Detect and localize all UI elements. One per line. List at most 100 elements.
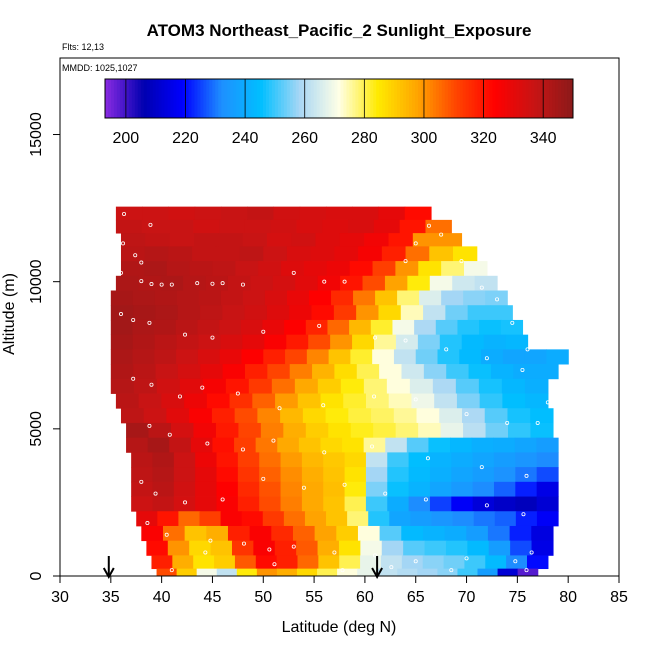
colorbar-segment bbox=[489, 79, 494, 118]
heatmap-cell bbox=[120, 261, 145, 277]
heatmap-cell bbox=[356, 305, 380, 321]
heatmap-cell bbox=[120, 408, 145, 424]
colorbar-segment bbox=[152, 79, 157, 118]
heatmap-cell bbox=[423, 364, 447, 380]
heatmap-cell bbox=[322, 219, 349, 234]
x-tick-label: 45 bbox=[204, 589, 222, 606]
data-point bbox=[148, 222, 153, 227]
y-axis-label: Altitude (m) bbox=[1, 273, 18, 355]
colorbar-segment bbox=[301, 79, 306, 118]
heatmap-cell bbox=[283, 511, 306, 527]
colorbar-segment bbox=[131, 79, 136, 118]
heatmap-cell bbox=[483, 334, 507, 350]
heatmap-cell bbox=[461, 408, 486, 424]
data-point bbox=[267, 547, 272, 552]
heatmap-cell bbox=[395, 261, 419, 277]
colorbar-segment bbox=[420, 79, 425, 118]
heatmap-cell bbox=[515, 511, 538, 527]
colorbar-segment bbox=[349, 79, 353, 118]
colorbar-segment bbox=[561, 79, 565, 118]
heatmap-cell bbox=[215, 422, 239, 439]
colorbar-segment bbox=[453, 79, 458, 118]
heatmap-cell bbox=[173, 481, 196, 497]
heatmap-cell bbox=[234, 437, 257, 453]
colorbar-segment bbox=[438, 79, 443, 118]
heatmap-cell bbox=[323, 467, 346, 483]
heatmap-cell bbox=[190, 437, 214, 453]
heatmap-cell bbox=[259, 452, 282, 468]
heatmap-cell bbox=[297, 393, 322, 409]
colorbar-segment bbox=[459, 79, 464, 118]
data-point bbox=[169, 282, 174, 287]
flights-note: Flts: 12,13 bbox=[62, 42, 104, 52]
y-tick-label: 15000 bbox=[28, 112, 45, 157]
colorbar-tick-label: 220 bbox=[172, 130, 199, 147]
heatmap-cell bbox=[338, 540, 361, 556]
heatmap-cell bbox=[152, 452, 175, 468]
heatmap-cell bbox=[488, 540, 511, 556]
heatmap-cell bbox=[333, 305, 357, 321]
heatmap-cell bbox=[365, 452, 388, 468]
data-point bbox=[370, 444, 375, 449]
heatmap-cell bbox=[464, 261, 488, 277]
colorbar-segment bbox=[224, 79, 228, 118]
heatmap-cell bbox=[197, 349, 221, 365]
colorbar-segment bbox=[406, 79, 410, 118]
data-point bbox=[545, 400, 550, 405]
chart-title: ATOM3 Northeast_Pacific_2 Sunlight_Expos… bbox=[147, 21, 532, 40]
colorbar-segment bbox=[376, 79, 380, 118]
heatmap-cell bbox=[418, 261, 442, 277]
colorbar-segment bbox=[218, 79, 222, 118]
heatmap-cell bbox=[280, 496, 303, 512]
heatmap-cell bbox=[133, 378, 158, 394]
heatmap-cell bbox=[219, 219, 246, 234]
heatmap-cell bbox=[326, 261, 351, 277]
colorbar-segment bbox=[251, 79, 255, 118]
heatmap-cell bbox=[253, 540, 276, 556]
heatmap-cell bbox=[378, 206, 406, 221]
heatmap-cell bbox=[422, 555, 445, 570]
colorbar-segment bbox=[346, 79, 350, 118]
heatmap-cell bbox=[467, 540, 490, 556]
heatmap-cell bbox=[210, 540, 233, 556]
heatmap-cell bbox=[339, 233, 365, 247]
heatmap-cell bbox=[145, 233, 171, 247]
heatmap-cell bbox=[297, 555, 319, 570]
heatmap-cell bbox=[242, 233, 268, 247]
colorbar-segment bbox=[397, 79, 401, 118]
heatmap-cell bbox=[138, 393, 162, 409]
heatmap-cell bbox=[176, 334, 200, 350]
heatmap-cell bbox=[197, 319, 220, 336]
colorbar-segment bbox=[331, 79, 336, 118]
colorbar-segment bbox=[161, 79, 166, 118]
heatmap-cell bbox=[133, 305, 157, 321]
heatmap-cell bbox=[380, 555, 403, 570]
colorbar-segment bbox=[113, 79, 118, 118]
colorbar-segment bbox=[212, 79, 216, 118]
heatmap-cell bbox=[372, 349, 395, 365]
heatmap-cell bbox=[502, 349, 526, 365]
colorbar-segment bbox=[483, 79, 488, 118]
heatmap-cell bbox=[474, 275, 498, 291]
heatmap-cell bbox=[392, 319, 415, 336]
heatmap-cell bbox=[309, 290, 332, 306]
colorbar-segment bbox=[570, 79, 574, 118]
data-point bbox=[449, 568, 454, 573]
colorbar-segment bbox=[325, 79, 330, 118]
data-point bbox=[464, 556, 469, 561]
colorbar-segment bbox=[543, 79, 547, 118]
colorbar-segment bbox=[370, 79, 374, 118]
heatmap-cell bbox=[336, 525, 359, 542]
heatmap-cell bbox=[242, 290, 266, 306]
heatmap-cell bbox=[463, 422, 487, 439]
data-point bbox=[484, 503, 489, 508]
heatmap-cell bbox=[500, 319, 524, 336]
heatmap-cell bbox=[275, 393, 299, 409]
x-tick-label: 80 bbox=[559, 589, 577, 606]
heatmap-cell bbox=[451, 452, 474, 468]
heatmap-cell bbox=[247, 206, 275, 221]
heatmap-cell bbox=[371, 408, 395, 424]
data-point bbox=[342, 279, 347, 284]
heatmap-cell bbox=[157, 511, 180, 527]
colorbar-segment bbox=[409, 79, 413, 118]
